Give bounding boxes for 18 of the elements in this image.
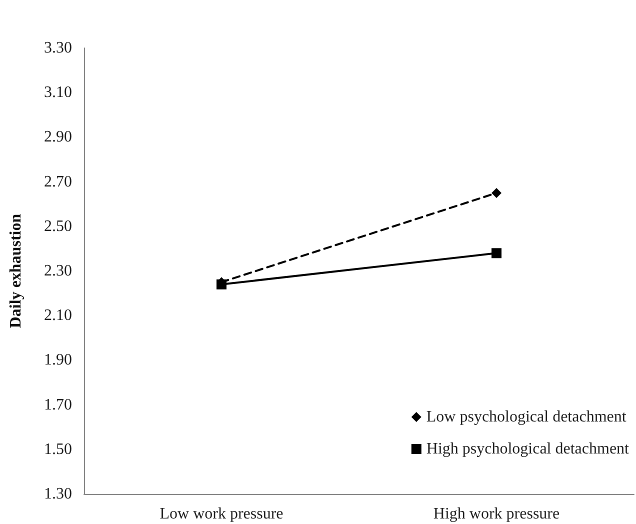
- point: [492, 248, 502, 258]
- x-tick-label: High work pressure: [433, 506, 560, 522]
- y-tick-label: 3.30: [44, 40, 72, 56]
- legend-label: High psychological detachment: [426, 440, 630, 458]
- y-tick-label: 2.50: [44, 218, 72, 235]
- y-tick-label: 2.10: [44, 307, 72, 324]
- y-tick-label: 2.30: [44, 262, 72, 280]
- y-tick-label: 2.90: [44, 128, 72, 146]
- legend-label: Low psychological detachment: [426, 408, 627, 426]
- y-tick-label: 1.90: [44, 352, 72, 369]
- y-tick-label: 1.50: [44, 440, 72, 458]
- y-tick-label: 3.10: [44, 84, 72, 102]
- x-tick-label: Low work pressure: [160, 506, 284, 522]
- y-tick-label: 1.30: [44, 486, 72, 502]
- y-tick-label: 2.70: [44, 173, 72, 190]
- y-tick-label: 1.70: [44, 396, 72, 414]
- y-axis-title: Daily exhaustion: [8, 214, 24, 328]
- point: [492, 188, 502, 198]
